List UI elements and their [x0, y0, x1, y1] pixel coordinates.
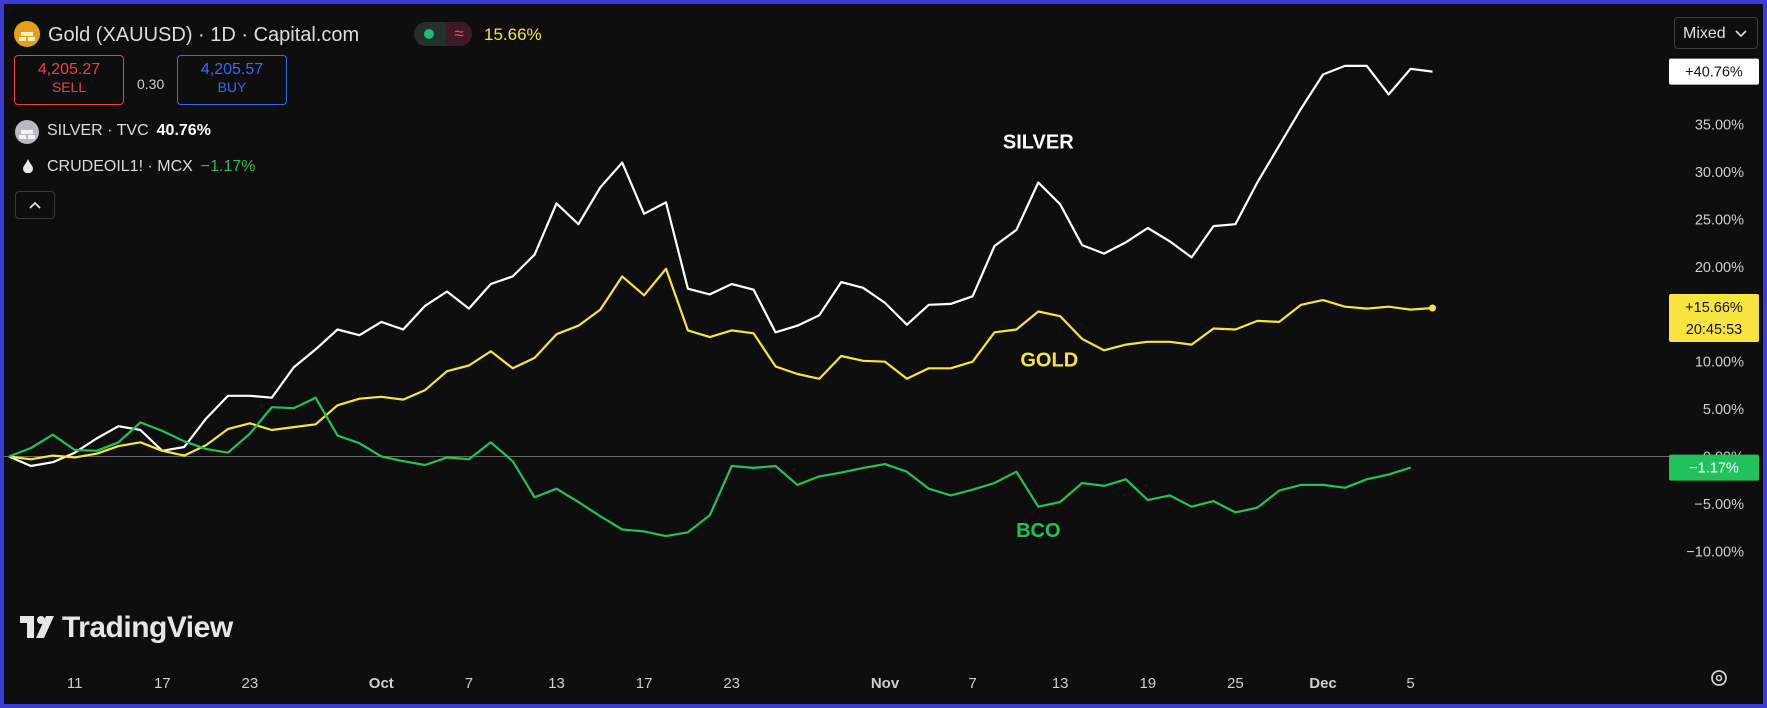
x-tick-label: 17 [636, 675, 653, 692]
y-tick-label: −10.00% [1686, 544, 1744, 560]
header-change-value: 15.66% [484, 25, 542, 44]
x-tick-label: 7 [465, 675, 473, 692]
scale-mode-select[interactable]: Mixed [1674, 17, 1758, 49]
series-annotation-bco: BCO [1016, 520, 1060, 542]
y-tick-label: 5.00% [1703, 402, 1744, 418]
gold-countdown-label: 20:45:53 [1686, 322, 1742, 338]
collapse-legend-button[interactable] [15, 191, 55, 219]
silver-last-value-tag [1669, 58, 1759, 85]
x-tick-label: 17 [154, 675, 171, 692]
market-open-dot-icon [424, 29, 434, 39]
bco-last-value-tag [1669, 454, 1759, 481]
silver-last-value-label: +40.76% [1685, 65, 1743, 81]
y-tick-label: 20.00% [1695, 260, 1744, 276]
legend-crudeoil-label: CRUDEOIL1! · MCX [47, 158, 193, 175]
legend-crudeoil-value: −1.17% [200, 158, 256, 175]
delayed-data-icon: ≈ [446, 22, 472, 46]
buy-price: 4,205.57 [200, 61, 264, 78]
series-annotation-silver: SILVER [1003, 131, 1074, 153]
series-line-bco[interactable] [8, 396, 1411, 538]
tradingview-wordmark: TradingView [62, 611, 233, 644]
chevron-down-icon [1735, 30, 1747, 38]
x-tick-label: Dec [1309, 675, 1337, 692]
y-tick-label: 35.00% [1695, 118, 1744, 134]
gold-last-value-tag [1669, 294, 1759, 343]
x-tick-label: 11 [67, 675, 83, 692]
crude-oil-drop-icon [23, 159, 33, 174]
series-line-gold[interactable] [8, 267, 1433, 461]
x-tick-label: Nov [871, 675, 900, 692]
sell-button[interactable]: 4,205.27 SELL [14, 55, 124, 105]
x-tick-label: 23 [723, 675, 740, 692]
y-tick-label: 30.00% [1695, 165, 1744, 181]
buy-button[interactable]: 4,205.57 BUY [177, 55, 287, 105]
settings-gear-icon[interactable] [1711, 670, 1727, 686]
legend-silver-label: SILVER · TVC [47, 122, 149, 139]
legend-silver[interactable]: SILVER · TVC 40.76% [47, 122, 211, 140]
series-line-silver[interactable] [8, 64, 1433, 468]
buy-label: BUY [217, 79, 247, 95]
y-tick-label: 25.00% [1695, 213, 1744, 229]
tradingview-logo-icon [20, 616, 60, 640]
x-tick-label: 13 [548, 675, 565, 692]
x-tick-label: 7 [968, 675, 976, 692]
x-tick-label: 25 [1227, 675, 1244, 692]
y-tick-label: −5.00% [1694, 497, 1744, 513]
x-tick-label: 23 [242, 675, 259, 692]
x-tick-label: 5 [1406, 675, 1414, 692]
bco-last-value-label: −1.17% [1689, 461, 1739, 477]
x-tick-label: 13 [1052, 675, 1069, 692]
x-tick-label: Oct [369, 675, 394, 692]
chevron-up-icon [29, 201, 41, 209]
gold-last-point [1429, 304, 1436, 312]
gold-last-value-label: +15.66% [1685, 300, 1743, 316]
y-tick-label: 10.00% [1695, 355, 1744, 371]
series-annotation-gold: GOLD [1020, 349, 1078, 371]
sell-price: 4,205.27 [37, 61, 101, 78]
legend-silver-value: 40.76% [156, 122, 211, 139]
sell-label: SELL [51, 79, 87, 95]
gold-logo-icon [14, 21, 40, 47]
spread-value: 0.30 [137, 76, 165, 92]
x-tick-label: 19 [1139, 675, 1156, 692]
symbol-title[interactable]: Gold (XAUUSD) · 1D · Capital.com [48, 24, 360, 46]
silver-logo-icon [15, 120, 39, 144]
scale-mode-label: Mixed [1683, 25, 1726, 42]
market-status-badge[interactable]: ≈ [414, 22, 472, 46]
legend-crudeoil[interactable]: CRUDEOIL1! · MCX −1.17% [47, 158, 256, 176]
